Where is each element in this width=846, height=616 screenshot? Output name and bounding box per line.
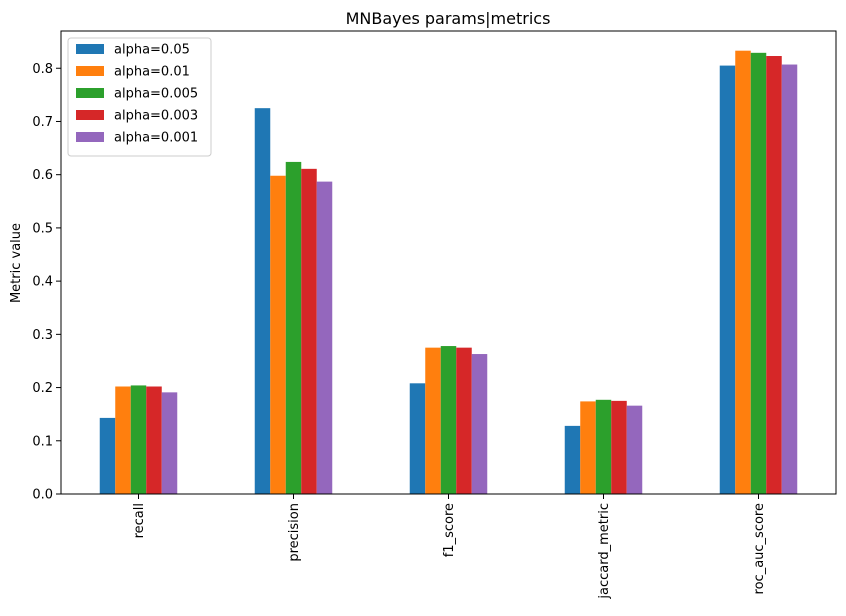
legend-swatch [76, 110, 104, 120]
y-tick-label: 0.1 [32, 434, 53, 449]
x-tick-label-roc_auc_score: roc_auc_score [752, 503, 767, 594]
bar-recall-alpha=0.05 [99, 417, 116, 494]
y-tick-label: 0.0 [32, 488, 53, 503]
bar-roc_auc_score-alpha=0.003 [766, 56, 782, 494]
y-tick-label: 0.7 [32, 115, 53, 130]
y-tick-label: 0.8 [32, 62, 53, 77]
y-tick-label: 0.5 [32, 221, 53, 236]
legend: alpha=0.05 alpha=0.01 alpha=0.005 alpha=0.0… [67, 37, 212, 157]
bar-precision-alpha=0.01 [270, 175, 286, 494]
x-tick-label-precision: precision [287, 503, 302, 562]
x-tick-label-recall: recall [132, 503, 147, 538]
legend-label: alpha=0.05 [114, 43, 190, 58]
bar-recall-alpha=0.003 [146, 386, 162, 494]
legend-label: alpha=0.005 [114, 87, 198, 102]
bar-jaccard_metric-alpha=0.005 [595, 399, 612, 494]
y-tick-label: 0.4 [32, 275, 53, 290]
bar-roc_auc_score-alpha=0.05 [719, 65, 736, 494]
x-axis: recall precision f1_score jaccard_metric roc… [132, 494, 767, 600]
plot-frame [60, 30, 837, 495]
bar-jaccard_metric-alpha=0.003 [611, 400, 627, 494]
chart-title: MNBayes params|metrics [346, 9, 551, 28]
bar-roc_auc_score-alpha=0.001 [781, 64, 798, 494]
y-tick-label: 0.2 [32, 381, 53, 396]
bar-precision-alpha=0.001 [316, 181, 333, 495]
x-tick-label-f1_score: f1_score [442, 503, 457, 557]
y-tick-label: 0.6 [32, 168, 53, 183]
y-tick-label: 0.3 [32, 328, 53, 343]
bar-f1_score-alpha=0.003 [456, 347, 472, 494]
bar-jaccard_metric-alpha=0.001 [626, 405, 643, 494]
bar-recall-alpha=0.005 [130, 385, 147, 494]
bar-roc_auc_score-alpha=0.005 [750, 52, 767, 494]
legend-swatch [76, 132, 104, 142]
bar-f1_score-alpha=0.01 [425, 347, 441, 494]
legend-swatch [76, 44, 104, 54]
bar-precision-alpha=0.003 [301, 168, 317, 494]
legend-label: alpha=0.001 [114, 131, 198, 146]
bar-roc_auc_score-alpha=0.01 [735, 50, 751, 494]
x-tick-label-jaccard_metric: jaccard_metric [597, 503, 612, 600]
legend-label: alpha=0.01 [114, 65, 190, 80]
bar-jaccard_metric-alpha=0.05 [564, 425, 581, 494]
bar-precision-alpha=0.005 [285, 161, 302, 495]
bar-recall-alpha=0.01 [115, 386, 131, 494]
legend-label: alpha=0.003 [114, 109, 198, 124]
y-axis-label: Metric value [9, 223, 24, 303]
bar-f1_score-alpha=0.005 [440, 346, 457, 494]
bar-precision-alpha=0.05 [254, 108, 271, 495]
bars-group [99, 50, 798, 495]
bar-f1_score-alpha=0.05 [409, 383, 426, 494]
bar-f1_score-alpha=0.001 [471, 354, 488, 494]
legend-swatch [76, 88, 104, 98]
bar-recall-alpha=0.001 [161, 392, 178, 494]
bar-jaccard_metric-alpha=0.01 [580, 401, 596, 494]
legend-swatch [76, 66, 104, 76]
y-axis: 0.0 0.1 0.2 0.3 0.4 0.5 0.6 0.7 0.8 [32, 62, 61, 503]
